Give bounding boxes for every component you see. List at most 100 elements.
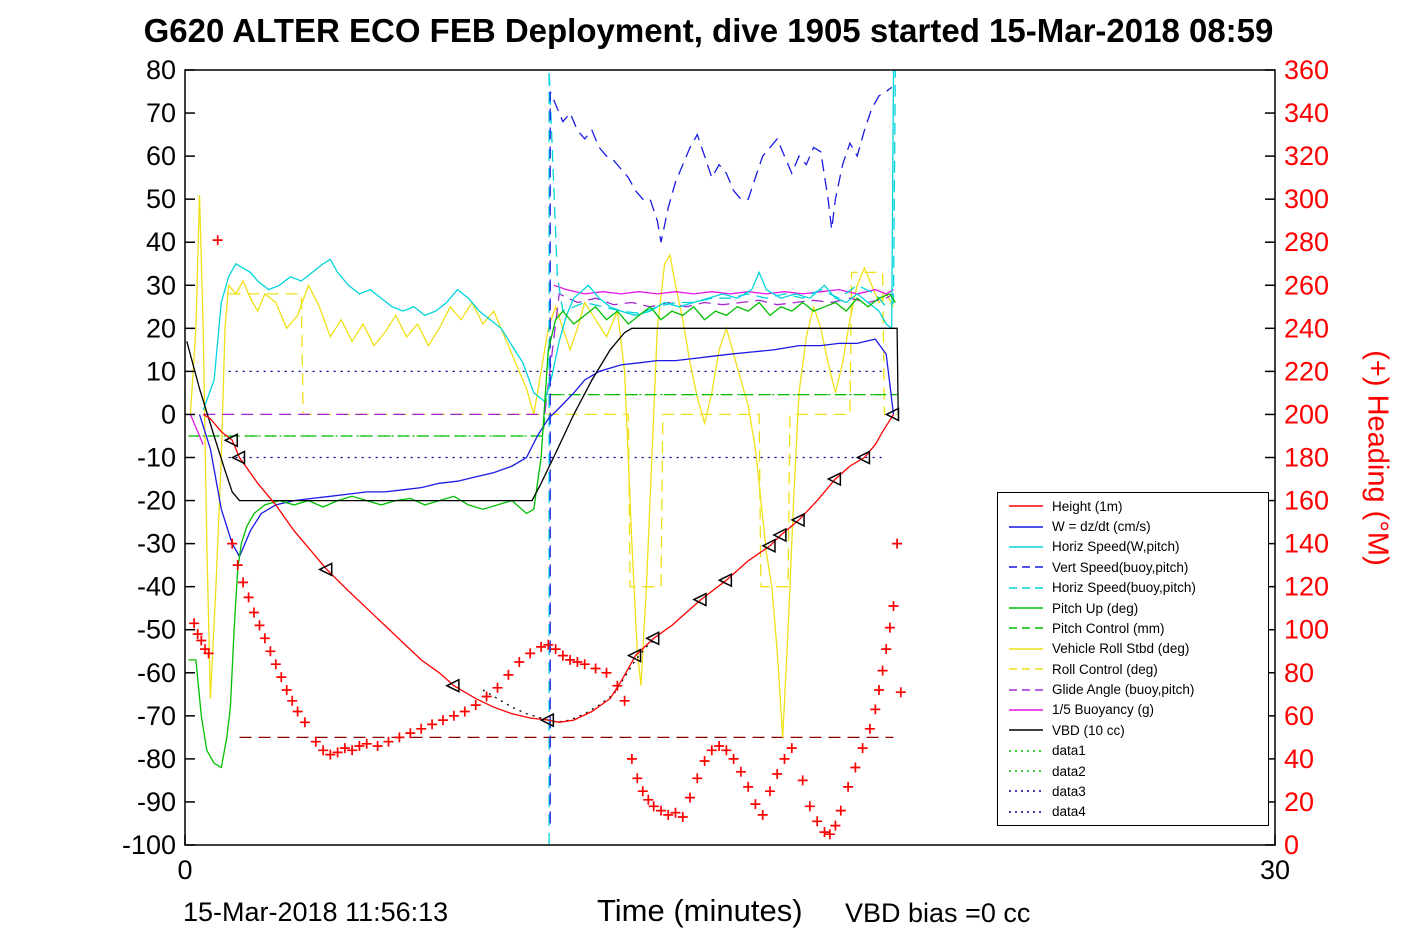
legend-item: Horiz Speed(buoy,pitch) bbox=[998, 578, 1268, 597]
series-w-dzdt bbox=[198, 338, 895, 558]
height-marker bbox=[645, 631, 660, 646]
height-marker bbox=[790, 512, 805, 528]
height-marker bbox=[717, 572, 733, 588]
legend-item: data1 bbox=[998, 741, 1268, 760]
legend-item: data4 bbox=[998, 802, 1268, 821]
legend-line-sample bbox=[1009, 627, 1043, 630]
svg-text:80: 80 bbox=[1284, 658, 1314, 688]
svg-text:300: 300 bbox=[1284, 184, 1329, 214]
svg-text:360: 360 bbox=[1284, 55, 1329, 85]
legend-line-sample bbox=[1009, 811, 1043, 813]
legend-line-sample bbox=[1009, 525, 1043, 528]
legend-line-sample bbox=[1009, 607, 1043, 609]
legend-item: data3 bbox=[998, 782, 1268, 801]
legend-item: 1/5 Buoyancy (g) bbox=[998, 700, 1268, 719]
svg-text:-90: -90 bbox=[137, 787, 176, 817]
legend-label: Vert Speed(buoy,pitch) bbox=[1052, 559, 1189, 575]
series-heading bbox=[189, 235, 906, 840]
series-roll-control bbox=[228, 271, 898, 588]
svg-text:340: 340 bbox=[1284, 98, 1329, 128]
height-marker bbox=[626, 648, 642, 663]
series-horiz-speed-buoy bbox=[548, 70, 896, 845]
svg-text:30: 30 bbox=[1260, 855, 1290, 885]
height-marker bbox=[692, 592, 707, 607]
series-pitch-up bbox=[188, 293, 896, 769]
svg-text:260: 260 bbox=[1284, 270, 1329, 300]
svg-text:70: 70 bbox=[146, 98, 176, 128]
right-axis-label: (+) Heading (°M) bbox=[1361, 350, 1394, 566]
svg-text:160: 160 bbox=[1284, 486, 1329, 516]
legend-item: Height (1m) bbox=[998, 497, 1268, 516]
legend-label: data4 bbox=[1052, 804, 1086, 820]
legend-item: Pitch Control (mm) bbox=[998, 619, 1268, 638]
height-marker bbox=[223, 433, 238, 448]
series-one-fifth-buoyancy bbox=[553, 284, 894, 295]
legend-label: Vehicle Roll Stbd (deg) bbox=[1052, 641, 1190, 657]
svg-text:240: 240 bbox=[1284, 313, 1329, 343]
svg-text:120: 120 bbox=[1284, 572, 1329, 602]
legend-item: Roll Control (deg) bbox=[998, 660, 1268, 679]
legend-label: Height (1m) bbox=[1052, 498, 1123, 514]
svg-text:-70: -70 bbox=[137, 701, 176, 731]
x-axis-label: Time (minutes) bbox=[597, 893, 803, 928]
svg-text:280: 280 bbox=[1284, 227, 1329, 257]
legend: Height (1m) W = dz/dt (cm/s) Horiz Speed(W… bbox=[997, 492, 1269, 826]
svg-text:50: 50 bbox=[146, 184, 176, 214]
legend-label: Pitch Up (deg) bbox=[1052, 600, 1139, 616]
svg-text:10: 10 bbox=[146, 356, 176, 386]
svg-text:140: 140 bbox=[1284, 529, 1329, 559]
legend-line-sample bbox=[1009, 729, 1043, 732]
series-pitch-control bbox=[188, 393, 898, 437]
legend-label: data2 bbox=[1052, 763, 1086, 779]
series-layer bbox=[186, 70, 906, 845]
legend-label: data1 bbox=[1052, 743, 1086, 759]
legend-line-sample bbox=[1009, 505, 1043, 507]
svg-text:200: 200 bbox=[1284, 399, 1329, 429]
height-marker bbox=[318, 562, 333, 577]
legend-line-sample bbox=[1009, 770, 1043, 772]
legend-label: Pitch Control (mm) bbox=[1052, 620, 1165, 636]
height-marker bbox=[884, 407, 900, 422]
svg-text:320: 320 bbox=[1284, 141, 1329, 171]
series-height-model bbox=[482, 640, 655, 723]
legend-item: Vert Speed(buoy,pitch) bbox=[998, 558, 1268, 577]
legend-line-sample bbox=[1009, 546, 1043, 548]
height-marker bbox=[445, 678, 460, 693]
svg-text:30: 30 bbox=[146, 270, 176, 300]
series-vbd bbox=[186, 327, 899, 502]
svg-text:0: 0 bbox=[161, 399, 176, 429]
legend-line-sample bbox=[1009, 648, 1043, 650]
svg-text:-30: -30 bbox=[137, 529, 176, 559]
legend-label: Horiz Speed(buoy,pitch) bbox=[1052, 580, 1196, 596]
legend-line-sample bbox=[1009, 668, 1043, 670]
legend-label: Horiz Speed(W,pitch) bbox=[1052, 539, 1180, 555]
series-one-fifth-buoyancy-start bbox=[189, 414, 204, 445]
series-vert-speed-buoy bbox=[549, 86, 893, 824]
svg-text:20: 20 bbox=[146, 313, 176, 343]
height-marker bbox=[855, 450, 871, 465]
svg-text:-10: -10 bbox=[137, 443, 176, 473]
legend-label: data3 bbox=[1052, 783, 1086, 799]
svg-text:100: 100 bbox=[1284, 615, 1329, 645]
svg-text:-20: -20 bbox=[137, 486, 176, 516]
legend-item: data2 bbox=[998, 762, 1268, 781]
axes-layer: 80706050403020100-10-20-30-40-50-60-70-8… bbox=[122, 55, 1329, 885]
height-marker bbox=[772, 527, 787, 543]
footer-timestamp: 15-Mar-2018 11:56:13 bbox=[183, 897, 449, 927]
chart-title: G620 ALTER ECO FEB Deployment, dive 1905… bbox=[143, 12, 1274, 49]
svg-text:0: 0 bbox=[177, 855, 192, 885]
svg-text:60: 60 bbox=[1284, 701, 1314, 731]
svg-text:20: 20 bbox=[1284, 787, 1314, 817]
legend-item: Glide Angle (buoy,pitch) bbox=[998, 680, 1268, 699]
svg-text:-50: -50 bbox=[137, 615, 176, 645]
legend-line-sample bbox=[1009, 566, 1043, 569]
svg-text:80: 80 bbox=[146, 55, 176, 85]
legend-item: Pitch Up (deg) bbox=[998, 599, 1268, 618]
legend-label: VBD (10 cc) bbox=[1052, 722, 1125, 738]
height-marker bbox=[230, 450, 246, 465]
svg-text:-40: -40 bbox=[137, 572, 176, 602]
legend-line-sample bbox=[1009, 749, 1043, 752]
svg-text:40: 40 bbox=[1284, 744, 1314, 774]
